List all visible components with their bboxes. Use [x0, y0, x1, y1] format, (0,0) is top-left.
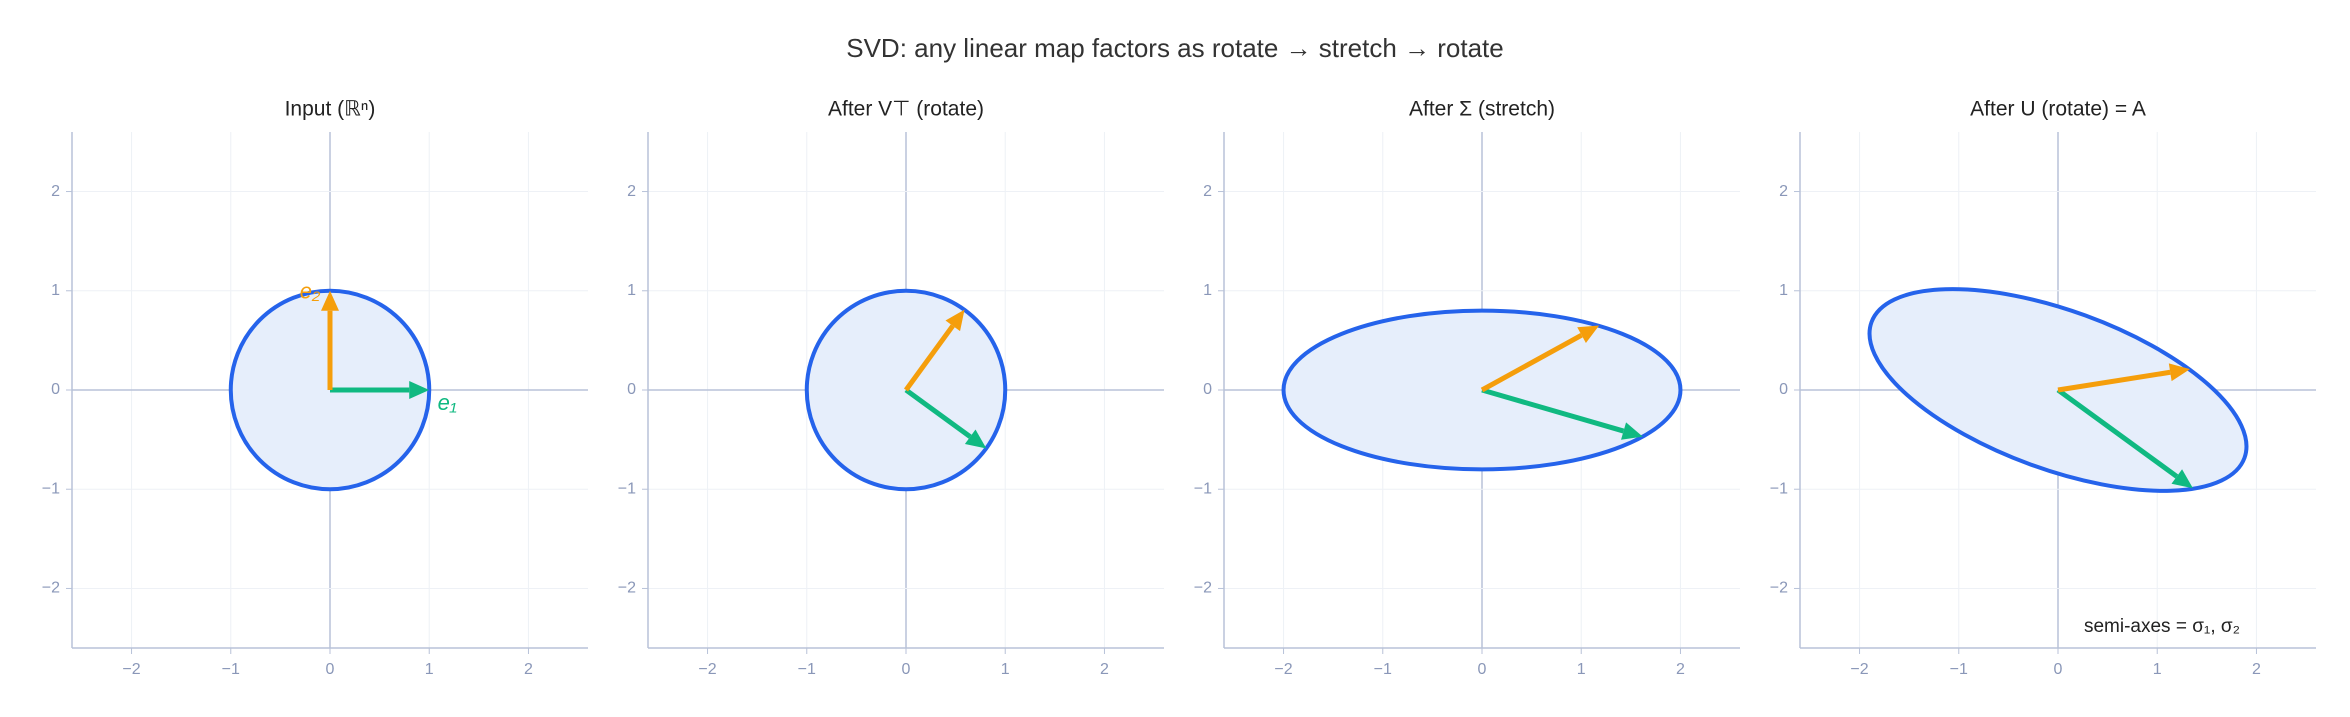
arrow-label: e₁ — [438, 390, 457, 415]
arrow-head — [1577, 325, 1600, 344]
x-tick-label: −1 — [1374, 661, 1392, 678]
y-tick-label: 0 — [51, 381, 60, 398]
y-tick-label: −1 — [42, 480, 60, 497]
y-tick-label: 1 — [627, 282, 636, 299]
x-tick-label: 2 — [524, 661, 533, 678]
y-tick-label: 0 — [627, 381, 636, 398]
panel: After Σ (stretch) −2 −1 0 1 2 −2 −1 0 1 2 — [1194, 98, 1740, 678]
x-tick-label: −1 — [798, 661, 816, 678]
y-tick-label: 0 — [1779, 381, 1788, 398]
y-tick-label: −1 — [618, 480, 636, 497]
x-tick-label: −2 — [122, 661, 140, 678]
panel: After U (rotate) = A −2 −1 0 1 2 −2 −1 0 1 2 semi-a… — [1770, 98, 2316, 678]
arrow-head — [321, 290, 339, 311]
y-tick-label: 1 — [51, 282, 60, 299]
arrow — [1480, 332, 1583, 393]
y-tick-label: 2 — [51, 183, 60, 200]
y-tick-label: −1 — [1770, 480, 1788, 497]
x-tick-label: 0 — [902, 661, 911, 678]
arrow — [903, 324, 955, 392]
x-tick-label: 0 — [1478, 661, 1487, 678]
x-tick-label: 0 — [2054, 661, 2063, 678]
y-tick-label: 1 — [1779, 282, 1788, 299]
panel-title: Input (ℝⁿ) — [285, 98, 376, 121]
y-tick-label: −2 — [1770, 580, 1788, 597]
x-tick-label: 1 — [2153, 661, 2162, 678]
x-tick-label: 1 — [1001, 661, 1010, 678]
arrow-head — [945, 309, 965, 332]
x-tick-label: 2 — [1676, 661, 1685, 678]
arrow-head — [2171, 469, 2193, 489]
panel: After V⊤ (rotate) −2 −1 0 1 2 −2 −1 0 1 2 — [618, 98, 1164, 678]
arrow-head — [964, 429, 987, 449]
y-tick-label: 1 — [1203, 282, 1212, 299]
y-tick-label: 2 — [1203, 183, 1212, 200]
arrow-label: e₂ — [300, 279, 321, 304]
arrow — [2057, 369, 2171, 393]
arrow-head — [409, 381, 430, 399]
arrow-head — [2168, 363, 2190, 382]
x-tick-label: 2 — [1100, 661, 1109, 678]
arrow — [2056, 387, 2179, 479]
y-tick-label: −1 — [1194, 480, 1212, 497]
x-tick-label: 2 — [2252, 661, 2261, 678]
x-tick-label: 1 — [1577, 661, 1586, 678]
arrow-head — [1621, 422, 1643, 440]
y-tick-label: −2 — [1194, 580, 1212, 597]
arrow — [904, 387, 972, 439]
panel-title: After V⊤ (rotate) — [828, 98, 984, 121]
panel-title: After U (rotate) = A — [1970, 98, 2146, 121]
panel-title: After Σ (stretch) — [1409, 98, 1555, 121]
y-tick-label: −2 — [618, 580, 636, 597]
y-tick-label: −2 — [42, 580, 60, 597]
x-tick-label: −2 — [1274, 661, 1292, 678]
x-tick-label: 1 — [425, 661, 434, 678]
figure-title: SVD: any linear map factors as rotate → … — [846, 33, 1504, 63]
x-tick-label: 0 — [326, 661, 335, 678]
x-tick-label: −1 — [222, 661, 240, 678]
arrow — [1481, 387, 1625, 434]
y-tick-label: 2 — [627, 183, 636, 200]
x-tick-label: −2 — [698, 661, 716, 678]
y-tick-label: 2 — [1779, 183, 1788, 200]
panel: Input (ℝⁿ) −2 −1 0 1 2 −2 −1 0 1 2 e₁ e₂ — [42, 98, 588, 678]
x-tick-label: −1 — [1950, 661, 1968, 678]
x-tick-label: −2 — [1850, 661, 1868, 678]
y-tick-label: 0 — [1203, 381, 1212, 398]
annotation: semi-axes = σ₁, σ₂ — [2084, 616, 2240, 637]
